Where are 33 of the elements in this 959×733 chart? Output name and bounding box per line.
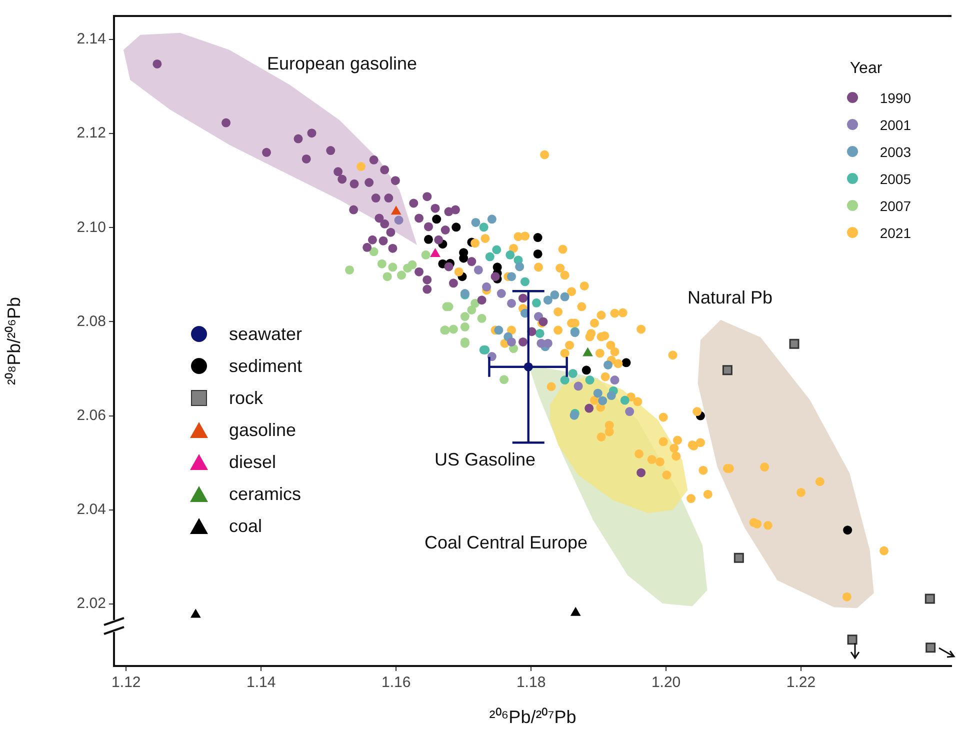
x-tick-label: 1.22	[786, 674, 816, 692]
annotation: US Gasoline	[434, 450, 536, 470]
x-tick-label: 1.14	[246, 674, 276, 692]
x-axis-title: ²⁰⁶Pb/²⁰⁷Pb	[489, 707, 576, 728]
annotation: European gasoline	[266, 54, 418, 74]
legend-label: diesel	[229, 452, 276, 472]
legend-label: 2001	[880, 116, 911, 132]
legend-label: rock	[229, 388, 264, 408]
legend-label: seawater	[229, 324, 302, 344]
y-tick-label: 2.14	[76, 30, 106, 48]
y-tick-label: 2.06	[76, 406, 106, 424]
y-tick-label: 2.04	[76, 500, 106, 518]
annotation: Natural Pb	[687, 288, 773, 308]
legend-title: Year	[850, 60, 884, 78]
x-tick-label: 1.18	[516, 674, 546, 692]
legend-label: gasoline	[229, 420, 296, 440]
x-tick-label: 1.16	[381, 674, 411, 692]
x-tick-label: 1.12	[112, 674, 141, 692]
annotation: Coal Central Europe	[424, 532, 588, 554]
legend-label: 2003	[880, 144, 911, 160]
legend-label: 2021	[880, 224, 911, 240]
legend-label: 2005	[880, 170, 911, 186]
legend-label: coal	[229, 516, 262, 536]
legend-label: 2007	[880, 198, 911, 214]
y-axis-title: ²⁰⁸Pb/²⁰⁶Pb	[4, 296, 24, 386]
x-tick-label: 1.20	[651, 674, 681, 692]
legend-label: 1990	[880, 90, 911, 106]
y-tick-label: 2.02	[76, 595, 106, 612]
y-tick-label: 2.08	[76, 312, 106, 330]
legend-label: sediment	[229, 356, 302, 376]
y-tick-label: 2.10	[76, 218, 106, 236]
y-tick-label: 2.12	[76, 124, 106, 142]
legend-label: ceramics	[229, 484, 302, 504]
